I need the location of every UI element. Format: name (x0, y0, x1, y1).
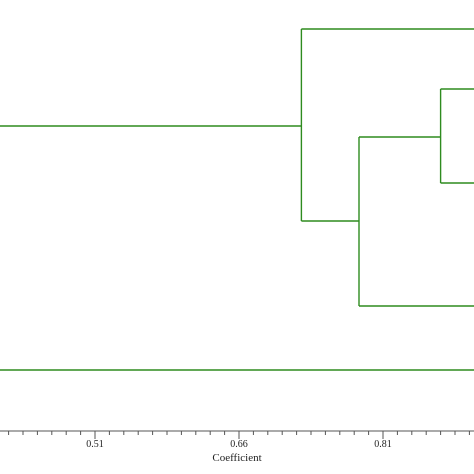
x-axis-tick-labels: 0.51 0.66 0.81 (86, 439, 392, 450)
x-tick-label: 0.51 (86, 439, 104, 450)
x-tick-label: 0.81 (374, 439, 392, 450)
x-axis-title: Coefficient (212, 452, 261, 464)
x-axis-ticks (8, 431, 470, 439)
dendrogram-branches (0, 28, 474, 371)
x-tick-label: 0.66 (230, 439, 248, 450)
